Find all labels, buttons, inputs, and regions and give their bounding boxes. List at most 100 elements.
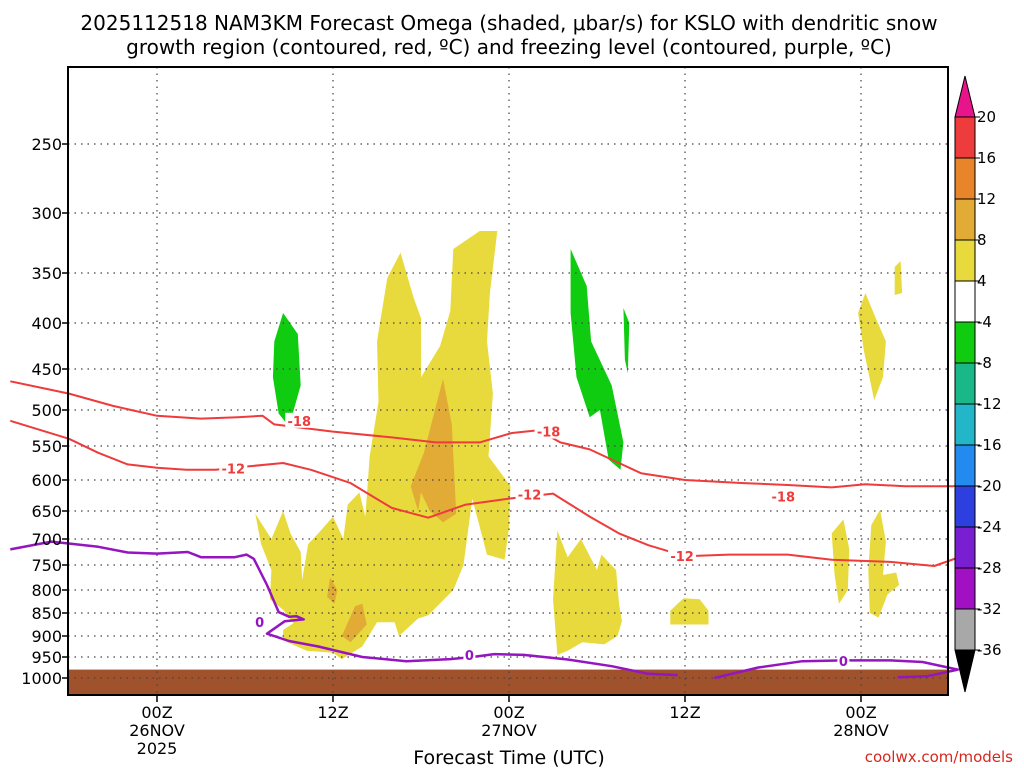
colorbar-bin--8--4	[954, 321, 976, 364]
contour-label-freezing-level-zero-b: 0	[465, 649, 474, 664]
y-tick-label-400: 400	[31, 314, 62, 333]
colorbar-bin--16--12	[954, 403, 976, 446]
colorbar-bin--28--24	[954, 526, 976, 569]
x-tick-year-0: 2025	[137, 739, 178, 758]
x-tick-label-24: 00Z	[493, 703, 524, 722]
x-tick-label-12: 12Z	[317, 703, 348, 722]
contour-label-bg-dgz-minus12-c	[668, 548, 697, 564]
colorbar-bin-4-8	[954, 239, 976, 282]
y-tick-label-300: 300	[31, 204, 62, 223]
y-tick-label-650: 650	[31, 502, 62, 521]
x-tick-label-0: 00Z	[141, 703, 172, 722]
contour-label-bg-dgz-minus12	[219, 460, 248, 476]
colorbar-label--20: -20	[977, 477, 1002, 495]
shaded-sinking-yellow-right-lower2	[868, 509, 900, 618]
shaded-sinking-yellow-main	[255, 231, 511, 660]
x-tick-date-0: 26NOV	[129, 721, 185, 740]
x-tick-date-24: 27NOV	[481, 721, 537, 740]
plot-area	[68, 231, 948, 695]
colorbar-top-arrow	[954, 75, 976, 118]
contour-label-bg-dgz-minus18	[285, 412, 314, 428]
y-tick-label-450: 450	[31, 360, 62, 379]
colorbar-label--16: -16	[977, 436, 1002, 454]
contour-label-bg-dgz-minus18-c	[769, 488, 798, 504]
shaded-sinking-orange-small1	[327, 577, 338, 604]
contour-label-bg-dgz-minus18-b	[534, 423, 563, 439]
shaded-uplift-green-left	[272, 313, 301, 427]
chart-title-line1: 2025112518 NAM3KM Forecast Omega (shaded…	[80, 11, 937, 35]
shaded-sinking-orange-core	[410, 378, 457, 523]
colorbar-bin--32--28	[954, 567, 976, 610]
shaded-uplift-green-center	[570, 249, 624, 470]
colorbar-label-12: 12	[977, 190, 996, 208]
contour-label-freezing-level-zero: 0	[255, 616, 264, 631]
colorbar-bin--12--8	[954, 362, 976, 405]
y-tick-label-700: 700	[31, 530, 62, 549]
y-tick-label-550: 550	[31, 437, 62, 456]
shaded-sinking-yellow-right-top	[858, 293, 886, 401]
colorbar-bin--20--16	[954, 444, 976, 487]
ground-terrain	[68, 669, 948, 695]
contour-label-bg-dgz-minus12-b	[515, 486, 544, 502]
y-tick-label-800: 800	[31, 581, 62, 600]
contour-freezing-level-zero	[10, 540, 678, 677]
contour-label-bg-freezing-level-zero	[253, 614, 266, 630]
colorbar-bin-12-16	[954, 157, 976, 200]
contour-label-dgz-minus12-b: -12	[518, 488, 542, 503]
contours: -18 -18 -18 -12 -12 -12 0 0 0	[10, 380, 975, 680]
colorbar-label--12: -12	[977, 395, 1002, 413]
y-tick-label-500: 500	[31, 401, 62, 420]
colorbar-label-8: 8	[977, 231, 987, 249]
y-tick-label-350: 350	[31, 264, 62, 283]
contour-dgz-minus18	[10, 380, 975, 489]
gridlines	[68, 67, 948, 695]
shaded-sinking-yellow-low-box	[670, 598, 709, 625]
y-tick-label-1000: 1000	[21, 669, 62, 688]
shaded-sinking-yellow-right-lower1	[831, 519, 850, 604]
chart-title-line2: growth region (contoured, red, ºC) and f…	[126, 35, 892, 59]
colorbar-bin-16-20	[954, 116, 976, 159]
colorbar-label-16: 16	[977, 149, 996, 167]
contour-label-dgz-minus18: -18	[288, 415, 312, 430]
shaded-sinking-yellow-right-tiny	[894, 261, 903, 295]
colorbar: 20 16 12 8 4 -4 -8 -12 -16 -20 -24 -28 -32 -36	[954, 75, 1002, 693]
credit-label[interactable]: coolwx.com/models	[865, 748, 1013, 766]
colorbar-bin--24--20	[954, 485, 976, 528]
contour-label-dgz-minus18-b: -18	[537, 426, 561, 441]
y-axis: 250 300 350 400 450 500 550 600 650 700 750 800 850 9…	[21, 135, 68, 688]
shaded-uplift-green-small	[623, 308, 630, 374]
x-tick-label-36: 12Z	[669, 703, 700, 722]
contour-label-bg-freezing-level-zero-b	[463, 646, 476, 662]
contour-label-dgz-minus12: -12	[222, 462, 246, 477]
colorbar-label--8: -8	[977, 354, 992, 372]
contour-dgz-minus12	[10, 419, 975, 567]
colorbar-bin-8-12	[954, 198, 976, 241]
colorbar-bin--4-4	[954, 280, 976, 323]
x-axis-title: Forecast Time (UTC)	[413, 747, 604, 768]
shaded-sinking-orange-small2	[341, 603, 367, 643]
shaded-sinking-yellow-mid	[553, 530, 622, 655]
contour-label-dgz-minus18-c: -18	[772, 491, 796, 506]
x-tick-date-48: 28NOV	[833, 721, 889, 740]
contour-label-freezing-level-zero-c: 0	[839, 655, 848, 670]
colorbar-label--24: -24	[977, 518, 1002, 536]
contour-label-dgz-minus12-c: -12	[670, 550, 694, 565]
contour-label-bg-freezing-level-zero-c	[837, 653, 850, 669]
colorbar-label-20: 20	[977, 108, 996, 126]
colorbar-label--32: -32	[977, 600, 1002, 618]
colorbar-bottom-arrow	[954, 649, 976, 693]
colorbar-label--4: -4	[977, 313, 992, 331]
colorbar-bin--36--32	[954, 608, 976, 651]
x-tick-label-48: 00Z	[845, 703, 876, 722]
colorbar-label--28: -28	[977, 559, 1002, 577]
y-tick-label-950: 950	[31, 648, 62, 667]
y-tick-label-600: 600	[31, 471, 62, 490]
contour-freezing-level-zero-c	[714, 659, 960, 680]
y-tick-label-750: 750	[31, 556, 62, 575]
plot-frame	[67, 66, 949, 696]
y-tick-label-850: 850	[31, 604, 62, 623]
y-tick-label-900: 900	[31, 627, 62, 646]
y-tick-label-250: 250	[31, 135, 62, 154]
